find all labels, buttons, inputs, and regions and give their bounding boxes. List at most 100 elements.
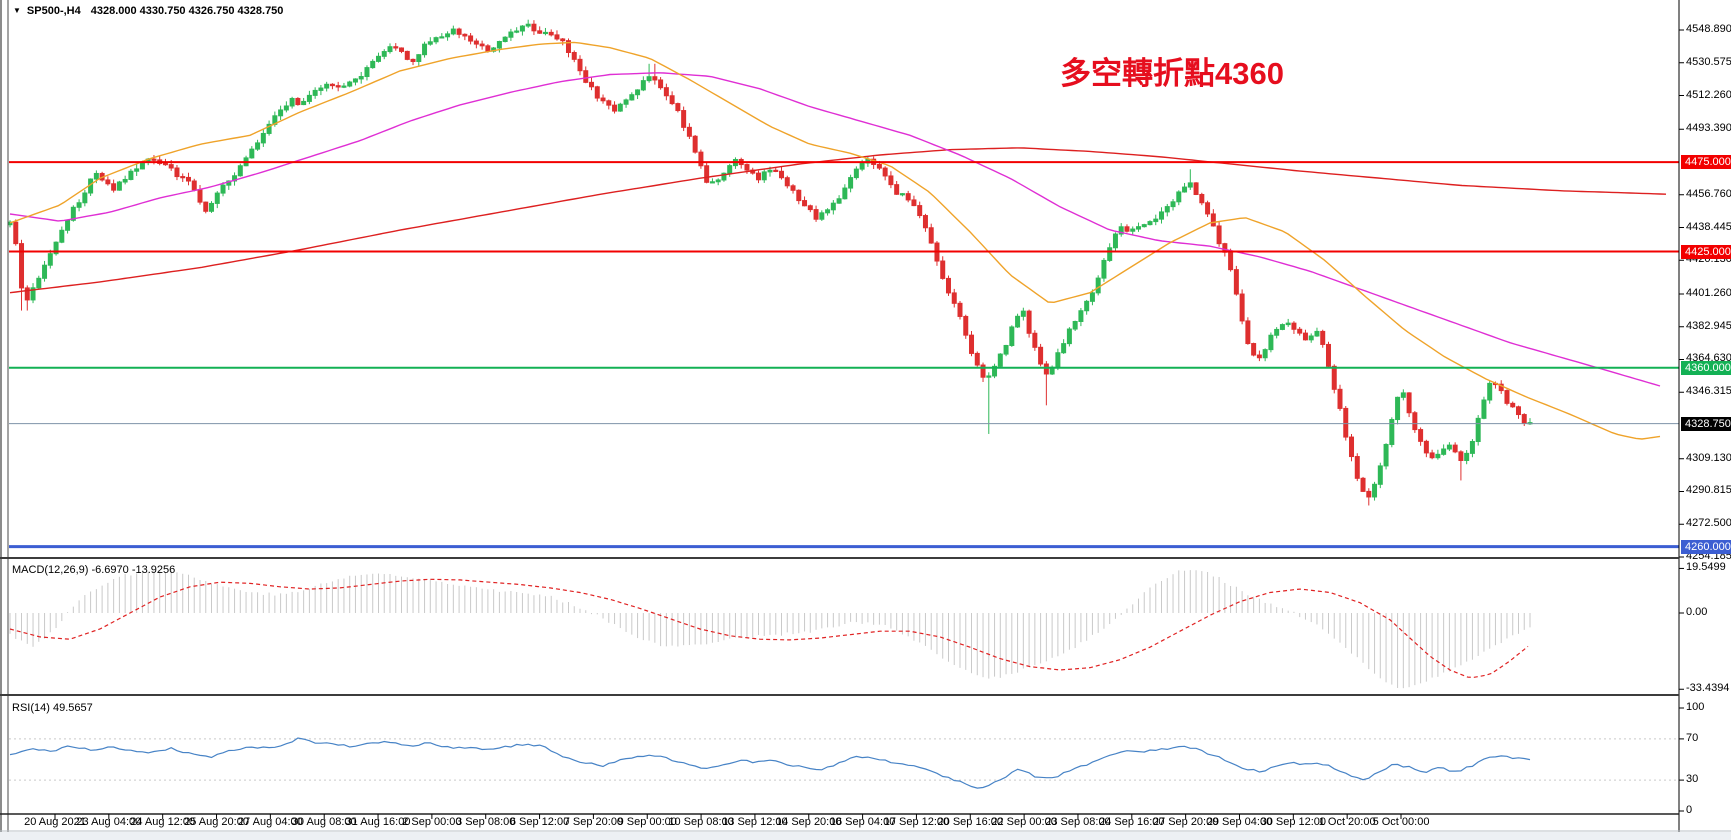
candle-body: [589, 81, 595, 88]
candle-body: [318, 87, 324, 91]
candle-body: [393, 46, 399, 49]
candle-body: [1481, 399, 1487, 419]
candle-body: [1089, 292, 1095, 302]
candle-body: [301, 100, 307, 106]
candle-body: [1274, 328, 1280, 336]
candle-body: [1101, 259, 1107, 279]
candle-body: [162, 162, 168, 166]
candle-body: [111, 183, 117, 191]
candle-body: [65, 219, 71, 231]
candle-body: [139, 161, 145, 170]
candle-body: [1291, 322, 1297, 330]
candle-body: [341, 85, 347, 88]
candle-body: [105, 179, 111, 185]
candle-body: [1072, 320, 1078, 330]
bottom-strip: [0, 832, 1731, 840]
candle-body: [1216, 225, 1222, 245]
candle-body: [70, 206, 76, 221]
candle-body: [381, 51, 387, 57]
candle-body: [1095, 277, 1101, 294]
candle-body: [514, 30, 520, 33]
candle-body: [329, 83, 335, 87]
candle-body: [1026, 310, 1032, 334]
candle-body: [427, 41, 433, 45]
candle-body: [1377, 465, 1383, 485]
candle-body: [324, 83, 330, 89]
candle-body: [19, 243, 25, 289]
candle-body: [473, 40, 479, 45]
candle-body: [1233, 269, 1239, 295]
candle-body: [635, 89, 641, 96]
candle-body: [686, 126, 692, 137]
candle-body: [1349, 436, 1355, 458]
candle-body: [663, 87, 669, 97]
candle-body: [986, 375, 992, 378]
candle-body: [422, 43, 428, 56]
candle-body: [1343, 407, 1349, 438]
candle-body: [232, 175, 238, 182]
candle-body: [93, 172, 99, 180]
candle-body: [358, 76, 364, 80]
candle-body: [220, 184, 226, 194]
candle-body: [278, 109, 284, 117]
candle-body: [1285, 322, 1291, 326]
candle-body: [819, 212, 825, 220]
candle-body: [347, 81, 353, 87]
candle-body: [888, 175, 894, 186]
candle-body: [214, 192, 220, 204]
candle-body: [951, 292, 957, 304]
candle-body: [1066, 328, 1072, 345]
candle-body: [1372, 483, 1378, 498]
candle-body: [565, 40, 571, 54]
candle-body: [1412, 412, 1418, 431]
candle-body: [416, 54, 422, 62]
candle-body: [1469, 441, 1475, 454]
candle-body: [1383, 443, 1389, 467]
candle-body: [1135, 226, 1141, 230]
candle-body: [1279, 324, 1285, 330]
candle-body: [600, 97, 606, 102]
candle-body: [957, 302, 963, 317]
candle-body: [1187, 182, 1193, 188]
candle-body: [122, 178, 128, 183]
candle-body: [76, 202, 82, 208]
candle-body: [1153, 218, 1159, 223]
candle-body: [59, 229, 65, 243]
candle-body: [1268, 334, 1274, 351]
candle-body: [1464, 452, 1470, 461]
candle-body: [1366, 490, 1372, 498]
candle-body: [992, 365, 998, 377]
candle-body: [404, 50, 410, 60]
candle-body: [836, 198, 842, 204]
candle-body: [1256, 354, 1262, 359]
candle-body: [1245, 320, 1251, 345]
candle-body: [1228, 251, 1234, 271]
candle-body: [727, 165, 733, 174]
candle-body: [462, 33, 468, 37]
candle-body: [1435, 453, 1441, 459]
candle-body: [197, 189, 203, 203]
candle-body: [848, 177, 854, 189]
candle-body: [335, 85, 341, 88]
candle-body: [433, 37, 439, 43]
candle-body: [825, 209, 831, 214]
candle-body: [922, 215, 928, 229]
candle-body: [30, 287, 36, 301]
candle-body: [174, 167, 180, 178]
candle-body: [312, 89, 318, 96]
candle-body: [612, 104, 618, 112]
candle-body: [928, 227, 934, 244]
candle-body: [485, 45, 491, 52]
candle-body: [306, 94, 312, 102]
candle-body: [1423, 440, 1429, 454]
candle-body: [1141, 224, 1147, 228]
ma-mid-magenta-line: [9, 72, 1661, 387]
candle-body: [266, 123, 272, 134]
candle-body: [1124, 226, 1130, 232]
candle-body: [698, 151, 704, 167]
candle-body: [1003, 344, 1009, 355]
candle-body: [709, 181, 715, 184]
candle-body: [969, 334, 975, 354]
candle-body: [715, 179, 721, 183]
